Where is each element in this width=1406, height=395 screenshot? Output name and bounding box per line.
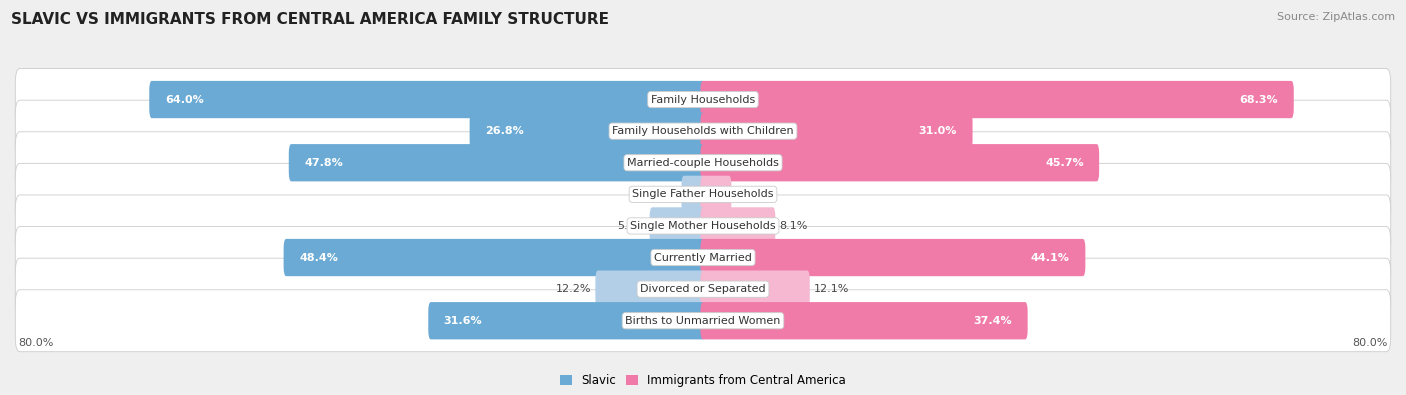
- FancyBboxPatch shape: [429, 302, 706, 339]
- Text: 12.1%: 12.1%: [814, 284, 849, 294]
- Text: Family Households with Children: Family Households with Children: [612, 126, 794, 136]
- FancyBboxPatch shape: [470, 113, 706, 150]
- FancyBboxPatch shape: [700, 302, 1028, 339]
- Text: Single Father Households: Single Father Households: [633, 189, 773, 199]
- Text: 64.0%: 64.0%: [165, 94, 204, 105]
- Text: 37.4%: 37.4%: [973, 316, 1012, 326]
- Text: 44.1%: 44.1%: [1031, 252, 1070, 263]
- FancyBboxPatch shape: [650, 207, 706, 245]
- FancyBboxPatch shape: [700, 81, 1294, 118]
- Text: 12.2%: 12.2%: [555, 284, 591, 294]
- Text: 8.1%: 8.1%: [780, 221, 808, 231]
- FancyBboxPatch shape: [15, 132, 1391, 194]
- Text: 80.0%: 80.0%: [1353, 339, 1388, 348]
- Text: Married-couple Households: Married-couple Households: [627, 158, 779, 168]
- Text: Currently Married: Currently Married: [654, 252, 752, 263]
- Text: SLAVIC VS IMMIGRANTS FROM CENTRAL AMERICA FAMILY STRUCTURE: SLAVIC VS IMMIGRANTS FROM CENTRAL AMERIC…: [11, 12, 609, 27]
- Text: 45.7%: 45.7%: [1045, 158, 1084, 168]
- FancyBboxPatch shape: [700, 239, 1085, 276]
- Text: Single Mother Households: Single Mother Households: [630, 221, 776, 231]
- FancyBboxPatch shape: [15, 164, 1391, 225]
- FancyBboxPatch shape: [700, 144, 1099, 181]
- FancyBboxPatch shape: [682, 176, 706, 213]
- Text: Source: ZipAtlas.com: Source: ZipAtlas.com: [1277, 12, 1395, 22]
- Text: 47.8%: 47.8%: [304, 158, 343, 168]
- FancyBboxPatch shape: [15, 69, 1391, 130]
- FancyBboxPatch shape: [15, 290, 1391, 352]
- Text: 68.3%: 68.3%: [1240, 94, 1278, 105]
- FancyBboxPatch shape: [595, 271, 706, 308]
- FancyBboxPatch shape: [15, 195, 1391, 257]
- FancyBboxPatch shape: [15, 258, 1391, 320]
- FancyBboxPatch shape: [15, 100, 1391, 162]
- Text: Family Households: Family Households: [651, 94, 755, 105]
- Text: 80.0%: 80.0%: [18, 339, 53, 348]
- FancyBboxPatch shape: [149, 81, 706, 118]
- Text: 48.4%: 48.4%: [299, 252, 337, 263]
- Text: 31.0%: 31.0%: [918, 126, 957, 136]
- Text: 2.2%: 2.2%: [648, 189, 678, 199]
- Text: 5.9%: 5.9%: [617, 221, 645, 231]
- Text: Divorced or Separated: Divorced or Separated: [640, 284, 766, 294]
- Text: 26.8%: 26.8%: [485, 126, 524, 136]
- Legend: Slavic, Immigrants from Central America: Slavic, Immigrants from Central America: [555, 369, 851, 391]
- Text: 3.0%: 3.0%: [735, 189, 763, 199]
- FancyBboxPatch shape: [700, 271, 810, 308]
- Text: 31.6%: 31.6%: [444, 316, 482, 326]
- FancyBboxPatch shape: [284, 239, 706, 276]
- FancyBboxPatch shape: [288, 144, 706, 181]
- FancyBboxPatch shape: [15, 227, 1391, 288]
- FancyBboxPatch shape: [700, 113, 973, 150]
- FancyBboxPatch shape: [700, 176, 731, 213]
- FancyBboxPatch shape: [700, 207, 775, 245]
- Text: Births to Unmarried Women: Births to Unmarried Women: [626, 316, 780, 326]
